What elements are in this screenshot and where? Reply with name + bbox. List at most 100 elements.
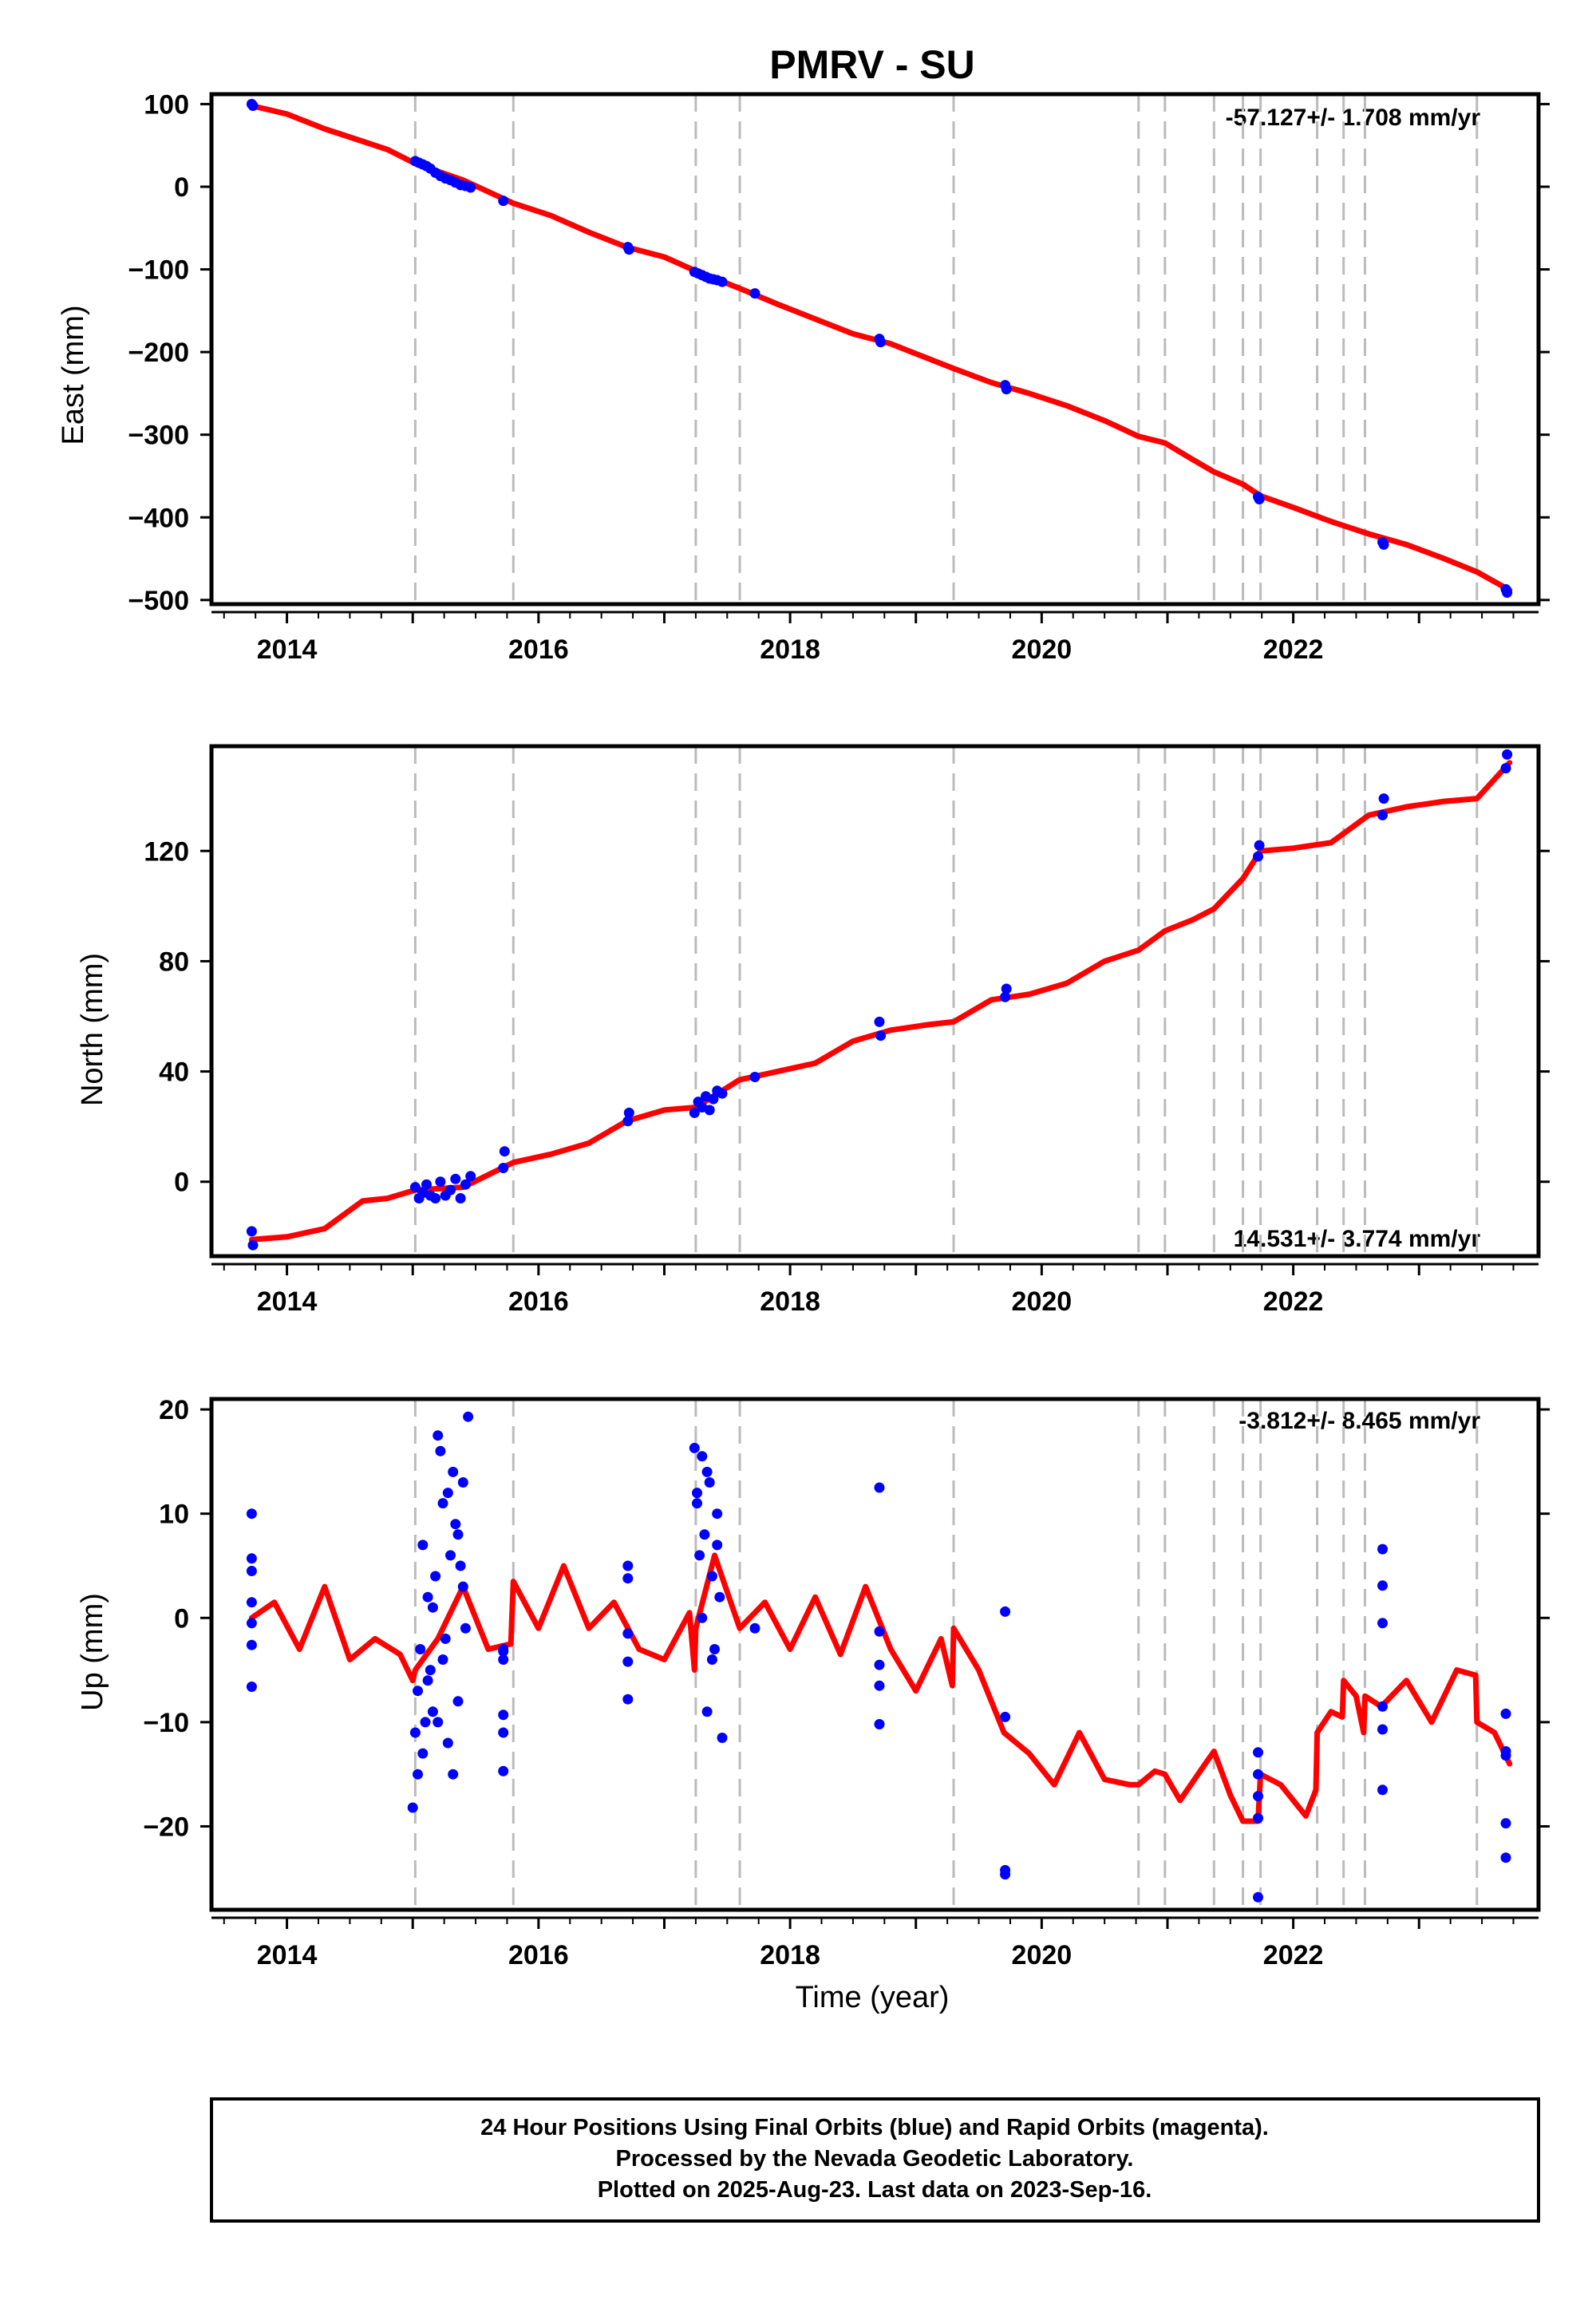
up-data-point — [701, 1706, 713, 1717]
up-data-point — [452, 1696, 464, 1707]
footer-line-2: Processed by the Nevada Geodetic Laborat… — [616, 2146, 1134, 2172]
east-y-tick-label: −300 — [128, 421, 189, 451]
up-data-point — [692, 1498, 702, 1509]
up-data-point — [460, 1622, 471, 1634]
north-x-tick-label: 2022 — [1263, 1286, 1324, 1317]
up-x-tick-label: 2018 — [760, 1940, 820, 1970]
up-data-point — [425, 1665, 436, 1676]
north-x-tick-label: 2014 — [257, 1286, 318, 1317]
up-data-point — [417, 1539, 429, 1551]
east-data-point — [717, 276, 728, 287]
north-y-tick-label: 40 — [159, 1057, 189, 1088]
north-data-point — [622, 1116, 634, 1127]
east-data-point — [498, 196, 509, 207]
footer-line-3: Plotted on 2025-Aug-23. Last data on 202… — [598, 2177, 1152, 2203]
east-y-tick-label: −400 — [128, 503, 189, 533]
footer-box: 24 Hour Positions Using Final Orbits (bl… — [210, 2097, 1540, 2223]
up-data-point — [1253, 1812, 1263, 1824]
up-data-point — [1500, 1852, 1511, 1863]
up-data-point — [246, 1618, 257, 1629]
east-x-tick-label: 2022 — [1263, 634, 1324, 665]
up-y-tick-label: 20 — [159, 1395, 189, 1425]
up-data-point — [407, 1802, 418, 1813]
up-x-tick-label: 2020 — [1012, 1940, 1073, 1970]
up-data-point — [409, 1727, 421, 1738]
north-data-point — [498, 1163, 509, 1173]
up-data-point — [246, 1682, 257, 1692]
north-data-point — [409, 1182, 421, 1193]
east-data-point — [623, 244, 634, 255]
up-data-point — [694, 1550, 705, 1561]
up-data-point — [1253, 1747, 1263, 1758]
north-data-point — [749, 1072, 760, 1082]
up-data-point — [1500, 1708, 1511, 1719]
up-y-tick-label: −10 — [143, 1708, 189, 1738]
up-y-tick-label: −20 — [143, 1812, 189, 1843]
up-rate-label: -3.812+/- 8.465 mm/yr — [1238, 1408, 1480, 1434]
north-data-point — [421, 1179, 432, 1190]
north-x-tick-label: 2018 — [760, 1286, 820, 1317]
up-data-point — [1500, 1818, 1511, 1829]
north-panel: North (mm) 14.531+/- 3.774 mm/yr 0 40 80 12… — [76, 744, 1550, 1317]
up-data-point — [427, 1706, 438, 1717]
up-data-point — [622, 1628, 634, 1639]
up-y-tick-label: 10 — [159, 1500, 189, 1530]
up-data-point — [622, 1560, 634, 1571]
up-y-tick-label: 0 — [174, 1603, 189, 1634]
east-y-axis-label: East (mm) — [57, 305, 90, 445]
up-data-point — [448, 1769, 459, 1780]
up-x-tick-label: 2016 — [508, 1940, 569, 1970]
up-data-point — [1377, 1618, 1388, 1629]
up-data-point — [433, 1430, 444, 1441]
east-data-point — [1502, 587, 1513, 598]
up-data-point — [874, 1719, 885, 1729]
up-data-point — [246, 1597, 257, 1608]
up-data-point — [442, 1488, 453, 1499]
east-rate-label: -57.127+/- 1.708 mm/yr — [1226, 105, 1481, 131]
up-data-point — [712, 1539, 723, 1551]
up-data-point — [697, 1451, 708, 1462]
up-data-point — [437, 1498, 448, 1509]
up-data-point — [622, 1656, 634, 1667]
east-data-point — [875, 337, 887, 348]
up-data-point — [692, 1488, 702, 1499]
north-data-point — [1502, 749, 1513, 760]
north-data-point — [704, 1105, 715, 1116]
up-data-point — [689, 1442, 700, 1453]
up-data-point — [246, 1508, 257, 1520]
up-data-point — [1253, 1791, 1263, 1802]
up-data-point — [498, 1654, 509, 1665]
north-rate-label: 14.531+/- 3.774 mm/yr — [1234, 1226, 1481, 1252]
north-data-point — [874, 1016, 885, 1027]
east-data-point — [1378, 539, 1389, 550]
up-data-point — [422, 1591, 433, 1603]
up-data-point — [706, 1654, 717, 1665]
up-data-point — [622, 1694, 634, 1705]
up-data-point — [1000, 1606, 1011, 1617]
up-data-point — [622, 1573, 634, 1584]
figure-title: PMRV - SU — [769, 42, 974, 87]
up-data-point — [413, 1769, 423, 1780]
up-data-point — [1000, 1869, 1011, 1880]
up-data-point — [442, 1737, 453, 1749]
up-data-point — [440, 1633, 451, 1644]
up-data-point — [1253, 1769, 1263, 1780]
east-data-point — [247, 101, 259, 111]
north-data-point — [460, 1179, 471, 1190]
up-data-point — [874, 1482, 885, 1493]
up-data-point — [706, 1571, 717, 1582]
east-panel: East (mm) -57.127+/- 1.708 mm/yr 100 0 −10… — [57, 89, 1550, 665]
east-y-tick-label: 0 — [174, 172, 189, 203]
up-data-point — [1377, 1543, 1388, 1555]
north-y-tick-label: 0 — [174, 1168, 189, 1198]
up-data-point — [714, 1591, 725, 1603]
east-x-tick-label: 2014 — [257, 634, 318, 665]
east-y-tick-label: −100 — [128, 255, 189, 286]
north-data-point — [1500, 763, 1511, 774]
up-data-point — [433, 1717, 444, 1728]
east-x-tick-label: 2020 — [1012, 634, 1073, 665]
up-y-axis-label: Up (mm) — [76, 1593, 109, 1711]
north-y-tick-label: 120 — [144, 836, 189, 867]
north-data-point — [623, 1107, 634, 1118]
